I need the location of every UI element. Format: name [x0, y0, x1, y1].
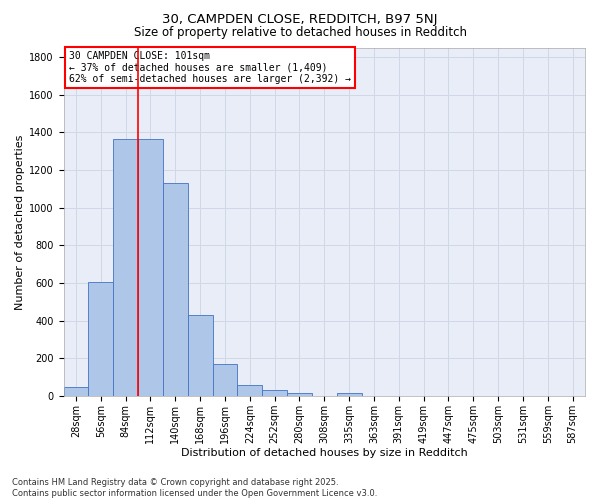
Text: Contains HM Land Registry data © Crown copyright and database right 2025.
Contai: Contains HM Land Registry data © Crown c…	[12, 478, 377, 498]
Bar	[64, 387, 88, 396]
Bar	[238, 385, 262, 396]
X-axis label: Distribution of detached houses by size in Redditch: Distribution of detached houses by size …	[181, 448, 467, 458]
Text: 30 CAMPDEN CLOSE: 101sqm
← 37% of detached houses are smaller (1,409)
62% of sem: 30 CAMPDEN CLOSE: 101sqm ← 37% of detach…	[69, 51, 351, 84]
Bar	[138, 139, 163, 396]
Bar	[113, 139, 138, 396]
Text: Size of property relative to detached houses in Redditch: Size of property relative to detached ho…	[133, 26, 467, 39]
Bar	[163, 183, 188, 396]
Bar	[88, 282, 113, 396]
Bar	[337, 394, 362, 396]
Text: 30, CAMPDEN CLOSE, REDDITCH, B97 5NJ: 30, CAMPDEN CLOSE, REDDITCH, B97 5NJ	[162, 12, 438, 26]
Y-axis label: Number of detached properties: Number of detached properties	[15, 134, 25, 310]
Bar	[212, 364, 238, 396]
Bar	[287, 394, 312, 396]
Bar	[262, 390, 287, 396]
Bar	[188, 315, 212, 396]
